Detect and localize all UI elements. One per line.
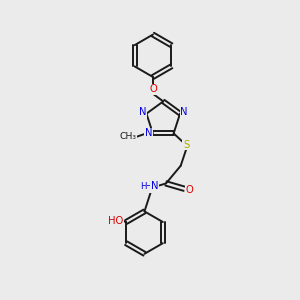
Text: N: N — [180, 107, 188, 117]
Text: H: H — [145, 182, 152, 192]
Text: O: O — [149, 84, 157, 94]
Text: O: O — [186, 185, 194, 195]
Text: N: N — [145, 128, 152, 138]
Text: HO: HO — [108, 215, 123, 226]
Text: N: N — [139, 107, 146, 117]
Text: S: S — [183, 140, 189, 150]
Text: H: H — [140, 182, 147, 191]
Text: CH₃: CH₃ — [119, 132, 136, 141]
Text: N: N — [151, 182, 158, 191]
